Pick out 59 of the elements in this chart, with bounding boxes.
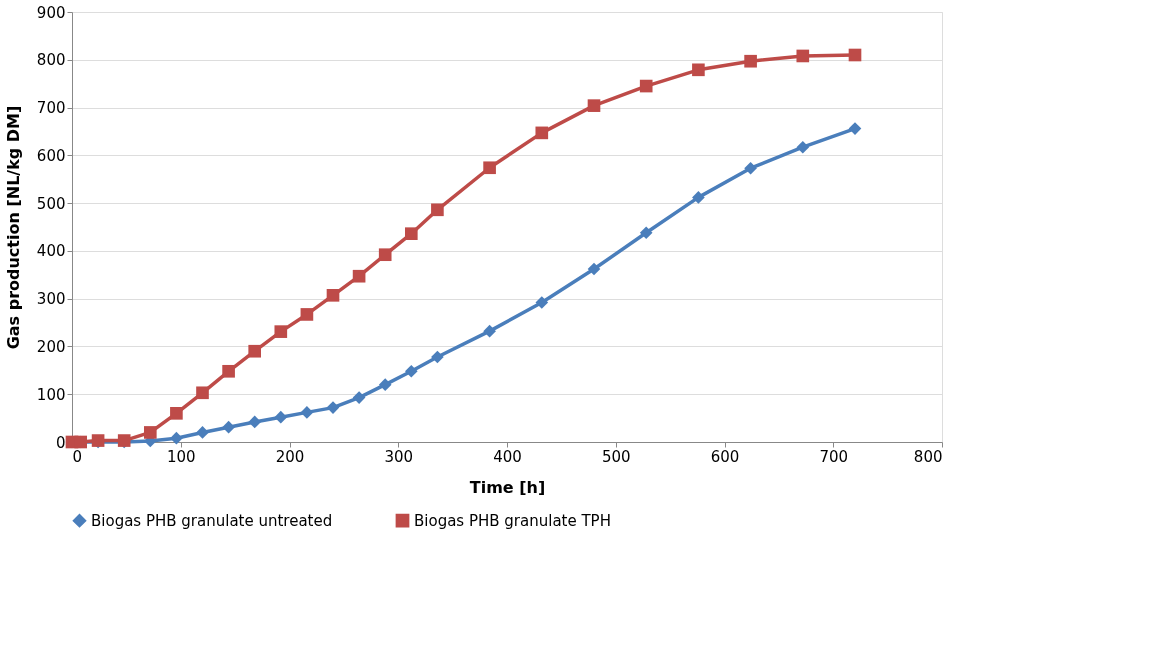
point: [222, 364, 235, 378]
y-tick-label: 900: [36, 3, 66, 22]
x-axis-title: Time [h]: [469, 477, 546, 497]
x-tick-label: 700: [819, 447, 849, 466]
point: [848, 48, 862, 62]
point: [404, 364, 418, 378]
point: [274, 410, 288, 424]
y-axis-title: Gas production [NL/kg DM]: [3, 105, 23, 350]
y-tick-label: 0: [55, 433, 66, 452]
x-tick-label: 0: [72, 447, 83, 466]
point: [222, 420, 235, 434]
point: [483, 324, 496, 338]
point: [143, 426, 157, 439]
y-tick-label: 200: [36, 337, 66, 356]
point: [196, 386, 209, 400]
point: [352, 391, 366, 404]
point: [274, 325, 288, 338]
point: [248, 415, 262, 429]
x-tick-label: 300: [384, 447, 414, 466]
y-tick-label: 500: [36, 194, 66, 213]
point: [848, 122, 862, 135]
point: [692, 63, 705, 77]
point: [248, 344, 262, 358]
point: [744, 161, 757, 175]
point: [378, 248, 392, 262]
y-tick-label: 800: [36, 51, 66, 70]
point: [587, 99, 601, 112]
point: [744, 54, 757, 68]
x-tick-label: 500: [601, 447, 631, 466]
point: [404, 227, 418, 241]
y-tick-label: 300: [36, 290, 66, 309]
point: [300, 406, 314, 419]
point: [326, 401, 340, 414]
x-tick-label: 600: [710, 447, 740, 466]
x-tick-label: 200: [275, 447, 305, 466]
point: [352, 269, 366, 283]
point: [431, 203, 444, 217]
point: [326, 289, 340, 302]
point: [378, 378, 392, 391]
x-tick-label: 800: [913, 447, 943, 466]
legend-label: Biogas PHB granulate TPH: [414, 511, 611, 530]
point: [796, 140, 810, 154]
x-tick-label: 100: [166, 447, 196, 466]
x-tick-label: 400: [493, 447, 522, 466]
point: [535, 296, 549, 309]
point: [639, 79, 653, 93]
y-tick-label: 400: [36, 242, 66, 261]
point: [639, 226, 653, 240]
y-tick-label: 700: [36, 99, 66, 118]
point: [483, 161, 496, 175]
point: [170, 431, 183, 445]
legend-label: Biogas PHB granulate untreated: [91, 511, 333, 530]
point: [431, 350, 444, 364]
point: [300, 308, 314, 321]
y-tick-label: 100: [36, 385, 66, 404]
point: [796, 49, 810, 63]
y-tick-label: 600: [36, 146, 66, 165]
point: [535, 126, 549, 140]
point: [587, 262, 601, 276]
